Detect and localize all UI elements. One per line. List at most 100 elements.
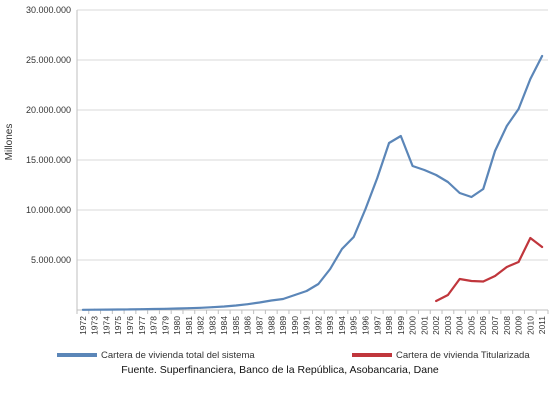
y-tick-label: 25.000.000: [26, 55, 71, 65]
x-tick-label: 1979: [160, 316, 170, 335]
x-tick-label: 1997: [372, 316, 382, 335]
legend-label-total: Cartera de vivienda total del sistema: [101, 349, 255, 361]
data-point: [93, 308, 96, 311]
data-point: [494, 275, 496, 277]
data-point: [282, 298, 284, 300]
data-point: [458, 192, 461, 194]
data-point: [305, 290, 308, 292]
data-point: [235, 304, 237, 307]
data-point: [494, 150, 496, 152]
data-point: [223, 305, 226, 308]
data-point: [529, 78, 532, 80]
x-tick-label: 2005: [466, 316, 476, 335]
x-tick-label: 1994: [337, 316, 347, 335]
data-point: [411, 165, 414, 167]
y-axis-tick-labels: 5.000.000 10.000.000 15.000.000 20.000.000 2…: [26, 5, 71, 265]
x-tick-label: 2003: [443, 316, 453, 335]
x-tick-label: 2004: [455, 316, 465, 335]
x-tick-label: 2010: [525, 316, 535, 335]
data-point: [388, 142, 390, 144]
series-line-1: [435, 236, 544, 303]
data-point: [364, 208, 367, 210]
data-point: [270, 299, 273, 302]
x-tick-label: 2002: [431, 316, 441, 335]
data-point: [470, 196, 473, 198]
x-tick-label: 1990: [290, 316, 300, 335]
data-point: [258, 301, 261, 304]
y-tick-label: 15.000.000: [26, 155, 71, 165]
x-tick-label: 1985: [231, 316, 241, 335]
data-point: [352, 236, 355, 238]
x-tick-label: 1980: [172, 316, 182, 335]
x-axis-tick-labels: 1972 1973 1974 1975 1976 1977 1978 1979 1980 1981…: [78, 316, 547, 335]
data-point: [423, 169, 426, 171]
x-tick-label: 1977: [137, 316, 147, 335]
x-tick-label: 1996: [360, 316, 370, 335]
data-point: [176, 307, 178, 310]
data-point: [317, 283, 320, 285]
x-tick-label: 1995: [349, 316, 359, 335]
x-tick-label: 1984: [219, 316, 229, 335]
legend-item-total: Cartera de vivienda total del sistema: [57, 348, 255, 362]
data-point: [187, 307, 190, 310]
data-point: [211, 306, 214, 309]
data-point: [341, 248, 343, 250]
x-tick-label: 1981: [184, 316, 194, 335]
data-series: [81, 54, 544, 311]
data-point: [399, 135, 402, 137]
x-tick-label: 1972: [78, 316, 88, 335]
x-tick-label: 1982: [196, 316, 206, 335]
data-point: [458, 278, 461, 280]
data-point: [246, 303, 249, 306]
data-point: [517, 108, 520, 110]
data-point: [447, 181, 449, 183]
axes: [76, 10, 549, 314]
x-tick-label: 1974: [101, 316, 111, 335]
legend-item-titularizada: Cartera de vivienda Titularizada: [352, 348, 530, 362]
data-point: [482, 280, 485, 283]
x-tick-label: 1988: [266, 316, 276, 335]
x-tick-label: 2008: [502, 316, 512, 335]
x-tick-label: 2001: [419, 316, 429, 335]
x-tick-label: 1978: [149, 316, 159, 335]
data-point: [447, 294, 449, 296]
x-tick-label: 2000: [408, 316, 418, 335]
x-tick-label: 1989: [278, 316, 288, 335]
series-line-0: [81, 54, 544, 311]
data-point: [541, 246, 544, 248]
gridlines: [77, 9, 548, 261]
data-point: [164, 307, 167, 310]
y-tick-label: 10.000.000: [26, 205, 71, 215]
data-point: [541, 55, 544, 57]
x-tick-label: 1975: [113, 316, 123, 335]
legend-label-titularizada: Cartera de vivienda Titularizada: [396, 349, 530, 361]
data-point: [329, 268, 332, 270]
data-point: [435, 300, 438, 302]
x-tick-label: 1999: [396, 316, 406, 335]
data-point: [505, 125, 508, 127]
data-point: [529, 237, 532, 239]
data-point: [376, 177, 379, 179]
data-point: [505, 266, 508, 268]
line-chart: 5.000.000 10.000.000 15.000.000 20.000.000 2…: [4, 5, 549, 335]
x-tick-label: 1991: [302, 316, 312, 335]
data-point: [117, 308, 120, 311]
data-point: [140, 308, 143, 311]
x-tick-label: 2007: [490, 316, 500, 335]
x-tick-label: 1973: [90, 316, 100, 335]
data-point: [470, 280, 473, 282]
y-tick-label: 20.000.000: [26, 105, 71, 115]
x-tick-label: 1993: [325, 316, 335, 335]
data-point: [293, 294, 296, 296]
data-point: [129, 308, 131, 311]
data-point: [517, 261, 520, 263]
x-tick-label: 1976: [125, 316, 135, 335]
y-tick-label: 5.000.000: [31, 255, 71, 265]
data-point: [482, 188, 485, 190]
data-point: [152, 308, 155, 310]
x-tick-label: 1987: [255, 316, 265, 335]
data-point: [81, 308, 84, 311]
legend-swatch-total: [57, 353, 97, 357]
y-tick-label: 30.000.000: [26, 5, 71, 15]
x-tick-label: 1998: [384, 316, 394, 335]
